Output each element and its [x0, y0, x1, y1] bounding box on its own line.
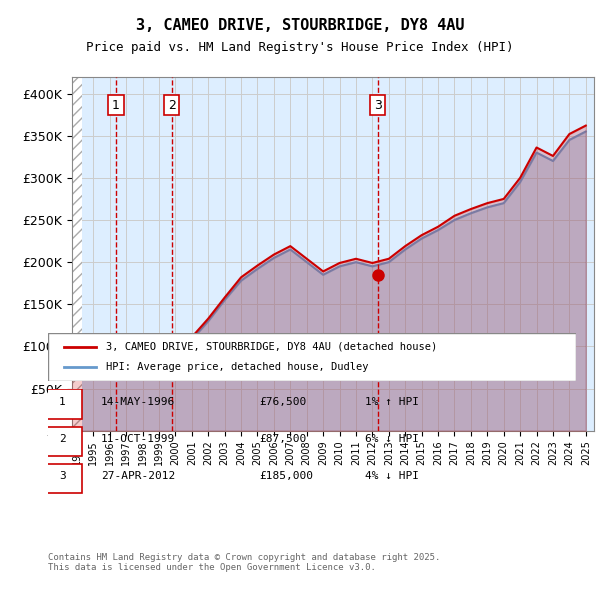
FancyBboxPatch shape [43, 464, 82, 493]
Text: HPI: Average price, detached house, Dudley: HPI: Average price, detached house, Dudl… [106, 362, 368, 372]
Text: 4% ↓ HPI: 4% ↓ HPI [365, 471, 419, 481]
Bar [69, 77, 82, 431]
Text: 11-OCT-1999: 11-OCT-1999 [101, 434, 175, 444]
FancyBboxPatch shape [43, 427, 82, 456]
Text: 2: 2 [168, 99, 176, 112]
Text: 3, CAMEO DRIVE, STOURBRIDGE, DY8 4AU: 3, CAMEO DRIVE, STOURBRIDGE, DY8 4AU [136, 18, 464, 32]
Text: £76,500: £76,500 [259, 397, 307, 407]
Text: 2: 2 [59, 434, 65, 444]
Text: 3: 3 [59, 471, 65, 481]
Text: 1: 1 [59, 397, 65, 407]
Text: £185,000: £185,000 [259, 471, 313, 481]
FancyBboxPatch shape [48, 333, 576, 381]
Text: 1: 1 [112, 99, 120, 112]
Text: £87,500: £87,500 [259, 434, 307, 444]
Text: Price paid vs. HM Land Registry's House Price Index (HPI): Price paid vs. HM Land Registry's House … [86, 41, 514, 54]
Text: 27-APR-2012: 27-APR-2012 [101, 471, 175, 481]
Bar [61, 77, 82, 431]
Text: 1% ↑ HPI: 1% ↑ HPI [365, 397, 419, 407]
Text: 14-MAY-1996: 14-MAY-1996 [101, 397, 175, 407]
Text: 3, CAMEO DRIVE, STOURBRIDGE, DY8 4AU (detached house): 3, CAMEO DRIVE, STOURBRIDGE, DY8 4AU (de… [106, 342, 437, 352]
Text: 3: 3 [374, 99, 382, 112]
Text: Contains HM Land Registry data © Crown copyright and database right 2025.
This d: Contains HM Land Registry data © Crown c… [48, 553, 440, 572]
Text: 6% ↓ HPI: 6% ↓ HPI [365, 434, 419, 444]
FancyBboxPatch shape [43, 389, 82, 419]
